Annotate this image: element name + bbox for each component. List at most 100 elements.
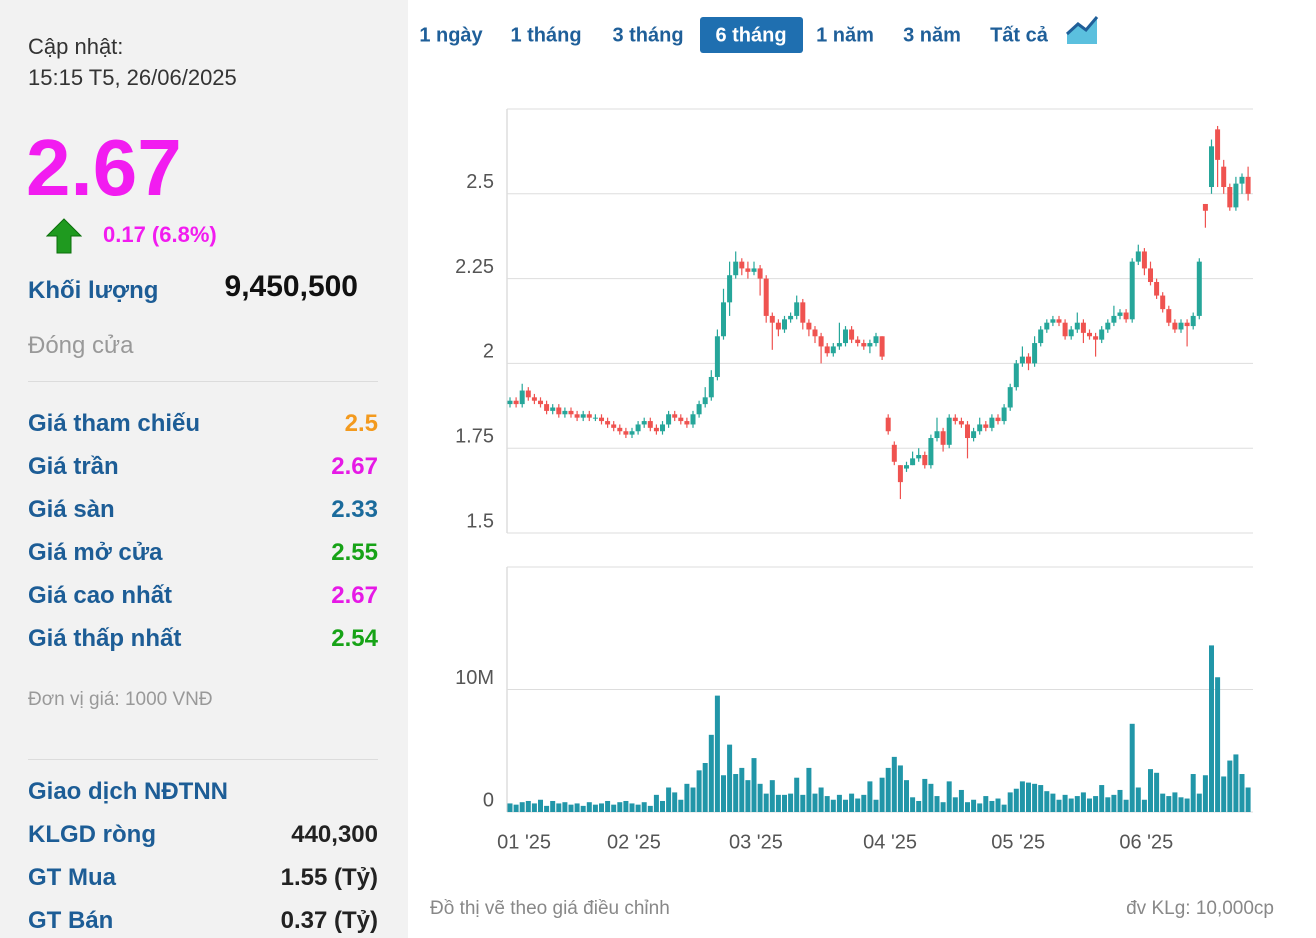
candle-body — [952, 417, 958, 422]
volume-bar — [629, 803, 635, 812]
candle-body — [1239, 176, 1245, 184]
volume-bar — [1184, 798, 1190, 812]
foreign-label: GT Mua — [28, 864, 116, 891]
candle-body — [519, 390, 525, 405]
volume-bar — [1111, 794, 1117, 812]
candle-body — [1123, 312, 1129, 320]
volume-bar — [1239, 774, 1245, 812]
divider — [28, 381, 378, 382]
candle-body — [660, 424, 665, 432]
volume-bar — [867, 781, 873, 812]
tab[interactable]: 6 tháng — [715, 24, 786, 46]
volume-bar — [1068, 798, 1074, 812]
volume-bar — [940, 802, 946, 812]
candle-body — [672, 414, 678, 418]
candle-body — [1032, 343, 1038, 364]
volume-bar — [690, 787, 696, 812]
candle-body — [507, 400, 513, 405]
volume-bar — [836, 794, 842, 812]
volume-bar — [519, 802, 525, 812]
tab[interactable]: Tất cả — [990, 24, 1049, 46]
volume-bar — [1123, 799, 1129, 812]
stat-label: Giá thấp nhất — [28, 625, 182, 652]
candle-body — [513, 400, 519, 405]
volume-bar — [1007, 792, 1013, 812]
y-tick-label: 1.5 — [466, 510, 494, 532]
volume-bar — [794, 777, 800, 812]
candle-body — [879, 336, 885, 357]
volume-bar — [751, 758, 757, 812]
volume-bar — [812, 793, 818, 812]
volume-bar — [684, 783, 690, 812]
volume-bar — [971, 799, 977, 812]
stat-value: 2.67 — [331, 582, 378, 609]
candle-body — [1160, 295, 1166, 310]
candle-body — [666, 414, 672, 425]
candle-body — [1001, 407, 1007, 422]
volume-bar — [775, 794, 781, 812]
candle-body — [592, 417, 598, 419]
tab[interactable]: 3 tháng — [612, 24, 683, 46]
candle-body — [635, 424, 641, 432]
volume-bar — [885, 767, 891, 812]
volume-bar — [1062, 794, 1068, 812]
volume-bar — [696, 770, 702, 812]
volume-bar — [843, 799, 848, 812]
volume-bar — [965, 802, 970, 812]
candle-body — [788, 315, 794, 320]
tab[interactable]: 1 tháng — [510, 24, 581, 46]
volume-bar — [568, 804, 574, 812]
candle-body — [928, 438, 934, 466]
volume-bar — [910, 797, 916, 812]
volume-bar — [1074, 796, 1080, 812]
volume-bar — [592, 804, 598, 812]
chart-type-icon[interactable] — [1065, 16, 1099, 44]
candle-body — [708, 376, 714, 398]
volume-bar — [1148, 769, 1153, 812]
candle-body — [794, 302, 800, 316]
candle-body — [916, 454, 922, 459]
tab[interactable]: 1 ngày — [419, 24, 483, 46]
candle-body — [525, 390, 531, 398]
volume-bar — [879, 777, 885, 812]
candle-body — [617, 427, 623, 432]
volume-bar — [1221, 776, 1227, 812]
candle-body — [836, 343, 842, 347]
volume-bar — [1196, 793, 1202, 812]
stat-label: Giá tham chiếu — [28, 410, 201, 437]
volume-bar — [1178, 797, 1184, 812]
candle-body — [653, 427, 659, 432]
candle-body — [1227, 187, 1233, 208]
divider — [28, 759, 378, 760]
candle-body — [641, 421, 647, 425]
volume-bar — [721, 775, 726, 812]
candle-body — [745, 268, 751, 272]
candle-body — [983, 424, 989, 428]
candle-body — [678, 417, 684, 422]
volume-bar — [666, 787, 672, 812]
volume-bar — [1056, 799, 1062, 812]
volume-bar — [1093, 796, 1099, 812]
candle-body — [855, 339, 861, 344]
volume-bar — [525, 800, 531, 812]
candle-body — [714, 336, 720, 377]
volume-bar — [531, 803, 537, 812]
volume-bar — [928, 783, 934, 812]
candle-body — [922, 454, 928, 466]
volume-bar — [1032, 783, 1038, 812]
volume-bar — [1233, 754, 1239, 812]
update-time: 15:15 T5, 26/06/2025 — [28, 65, 237, 90]
tab[interactable]: 3 năm — [903, 24, 961, 46]
volume-bar — [818, 787, 824, 812]
volume-bar — [922, 778, 928, 812]
volume-bar — [1135, 787, 1141, 812]
candle-body — [1233, 183, 1239, 208]
foreign-value: 0.37 (Tỷ) — [280, 907, 378, 934]
update-label: Cập nhật: — [28, 34, 124, 59]
volume-bar — [599, 803, 604, 812]
candle-body — [1087, 332, 1092, 337]
candle-body — [684, 421, 690, 425]
candle-body — [1129, 261, 1135, 320]
tab[interactable]: 1 năm — [816, 24, 874, 46]
tab-active-bg — [700, 17, 803, 53]
